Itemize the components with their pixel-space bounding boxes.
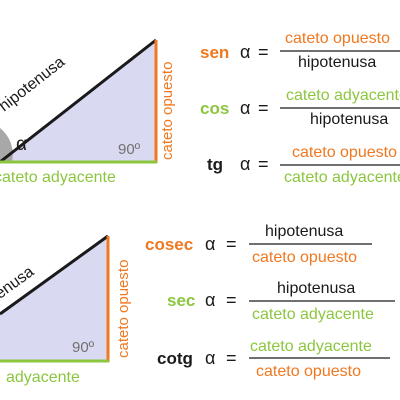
bottom-adjacent-label: adyacente bbox=[6, 369, 80, 386]
formula-cotg-numerator: cateto adyacente bbox=[250, 338, 372, 355]
formula-sec: sec α = hipotenusa cateto adyacente bbox=[167, 280, 395, 323]
formula-cos-alpha: α bbox=[240, 98, 250, 118]
formula-tg-numerator: cateto opuesto bbox=[292, 144, 397, 161]
formula-tg-function: tg bbox=[207, 155, 223, 174]
top-triangle: hipotenusa cateto opuesto cateto adyacen… bbox=[0, 38, 176, 186]
formula-sec-function: sec bbox=[167, 291, 195, 310]
formula-tg-denominator: cateto adyacente bbox=[284, 169, 400, 186]
top-opposite-label: cateto opuesto bbox=[159, 62, 176, 160]
formula-cotg-equals: = bbox=[226, 348, 237, 368]
formula-sen-equals: = bbox=[258, 42, 269, 62]
formula-cotg-function: cotg bbox=[157, 349, 193, 368]
formula-cos-numerator: cateto adyacente bbox=[286, 87, 400, 104]
formula-cos: cos α = cateto adyacente hipotenusa bbox=[200, 87, 400, 128]
formula-sen-function: sen bbox=[200, 43, 229, 62]
formula-tg-alpha: α bbox=[240, 154, 250, 174]
formula-cotg: cotg α = cateto adyacente cateto opuesto bbox=[157, 338, 390, 380]
formula-sen-denominator: hipotenusa bbox=[298, 54, 376, 71]
formula-cos-denominator: hipotenusa bbox=[310, 111, 388, 128]
formula-sec-alpha: α bbox=[205, 290, 215, 310]
top-hypotenuse-line bbox=[0, 38, 157, 164]
formula-cosec-function: cosec bbox=[145, 235, 193, 254]
top-right-angle-label: 90º bbox=[118, 141, 141, 158]
formula-cosec-denominator: cateto opuesto bbox=[252, 249, 357, 266]
formula-cotg-alpha: α bbox=[205, 348, 215, 368]
top-angle-label: α bbox=[16, 134, 27, 155]
formula-sen-alpha: α bbox=[240, 42, 250, 62]
formula-cosec: cosec α = hipotenusa cateto opuesto bbox=[145, 223, 372, 266]
formula-tg: tg α = cateto opuesto cateto adyacente bbox=[207, 144, 400, 186]
formula-sen-numerator: cateto opuesto bbox=[285, 30, 390, 47]
top-adjacent-label: cateto adyacente bbox=[0, 169, 116, 186]
formula-cos-equals: = bbox=[258, 98, 269, 118]
formula-sec-equals: = bbox=[226, 290, 237, 310]
formula-cotg-denominator: cateto opuesto bbox=[256, 363, 361, 380]
bottom-right-angle-label: 90º bbox=[72, 339, 95, 356]
bottom-opposite-label: cateto opuesto bbox=[115, 260, 132, 358]
formula-sec-denominator: cateto adyacente bbox=[252, 306, 374, 323]
formula-cos-function: cos bbox=[200, 99, 229, 118]
bottom-triangle-fill bbox=[0, 236, 108, 361]
formula-cosec-alpha: α bbox=[205, 234, 215, 254]
formula-cosec-numerator: hipotenusa bbox=[265, 223, 343, 240]
formula-sen: sen α = cateto opuesto hipotenusa bbox=[200, 30, 400, 71]
formula-tg-equals: = bbox=[258, 154, 269, 174]
top-hypotenuse-label: hipotenusa bbox=[0, 53, 68, 115]
bottom-hypotenuse-line bbox=[0, 234, 109, 316]
bottom-triangle: tenusa cateto opuesto adyacente 90º bbox=[0, 234, 132, 386]
formula-cosec-equals: = bbox=[226, 234, 237, 254]
formula-sec-numerator: hipotenusa bbox=[277, 280, 355, 297]
